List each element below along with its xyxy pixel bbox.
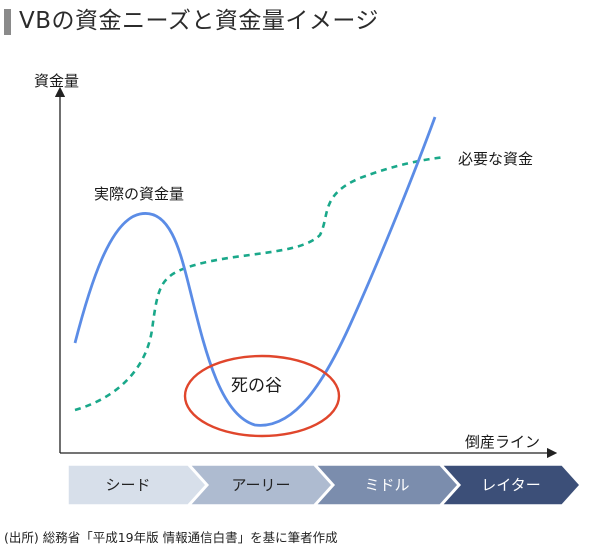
- x-axis-label: 倒産ライン: [465, 433, 540, 451]
- stage-chevron-3: [314, 464, 460, 506]
- valley-of-death-label: 死の谷: [231, 376, 282, 396]
- required-funds-curve: [74, 155, 446, 412]
- title-accent-bar: [4, 9, 11, 35]
- valley-of-death-ellipse: [183, 354, 341, 438]
- stage-chevron-1: [67, 464, 208, 506]
- required-funds-label: 必要な資金: [458, 150, 533, 168]
- page-title: VBの資金ニーズと資金量イメージ: [19, 8, 379, 34]
- stage-chevron-2: [188, 464, 334, 506]
- stage-bar: シード アーリー ミドル レイター: [67, 464, 582, 506]
- actual-funds-label: 実際の資金量: [94, 185, 184, 203]
- stage-label-3: ミドル: [364, 476, 409, 494]
- stage-label-1: シード: [105, 476, 150, 494]
- actual-funds-curve: [73, 116, 437, 427]
- y-axis-label: 資金量: [34, 72, 79, 90]
- stage-label-4: レイター: [481, 476, 540, 494]
- stage-label-2: アーリー: [231, 476, 290, 494]
- source-note: (出所) 総務省「平成19年版 情報通信白書」を基に筆者作成: [4, 530, 338, 545]
- stage-chevron-4: [440, 464, 582, 506]
